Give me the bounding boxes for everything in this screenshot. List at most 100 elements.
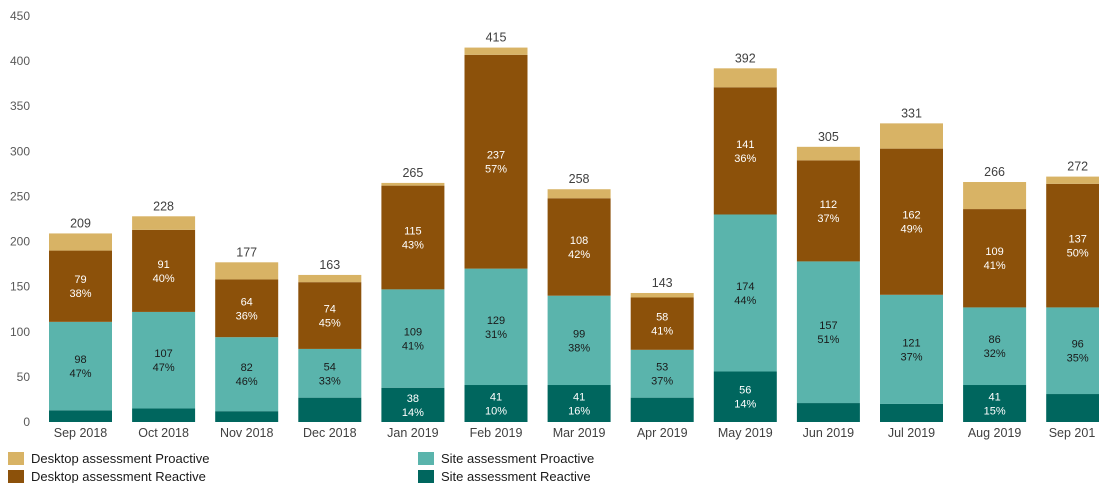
segment-value-label: 115 xyxy=(404,225,422,237)
segment-value-label: 91 xyxy=(157,259,169,271)
segment-value-label: 64 xyxy=(241,296,253,308)
bar-segment-desktop-assessment-proactive xyxy=(547,189,611,199)
bar-total-label: 272 xyxy=(1067,160,1088,174)
segment-value-label: 112 xyxy=(820,199,838,211)
bar-segment-site-assessment-reactive xyxy=(630,397,694,422)
bar-segment-site-assessment-proactive xyxy=(630,349,694,398)
legend-swatch xyxy=(418,470,434,483)
segment-value-label: 141 xyxy=(736,139,754,151)
segment-value-label: 109 xyxy=(404,327,422,339)
y-tick-label: 300 xyxy=(10,144,30,158)
segment-percent-label: 35% xyxy=(1067,353,1089,365)
y-tick-label: 350 xyxy=(10,99,30,113)
bar-segment-site-assessment-reactive xyxy=(1046,394,1099,422)
x-tick-label: Jul 2019 xyxy=(888,426,935,440)
x-tick-label: Jan 2019 xyxy=(387,426,438,440)
x-tick-label: May 2019 xyxy=(718,426,773,440)
segment-percent-label: 41% xyxy=(651,326,673,338)
segment-percent-label: 41% xyxy=(984,260,1006,272)
legend-item: Desktop assessment Reactive xyxy=(8,469,206,483)
segment-percent-label: 37% xyxy=(900,351,922,363)
bar-segment-site-assessment-proactive xyxy=(132,311,196,409)
segment-percent-label: 37% xyxy=(817,213,839,225)
segment-percent-label: 43% xyxy=(402,239,424,251)
y-tick-label: 200 xyxy=(10,235,30,249)
legend: Desktop assessment Proactive Site assessm… xyxy=(8,451,594,483)
segment-value-label: 53 xyxy=(656,362,668,374)
segment-percent-label: 45% xyxy=(319,318,341,330)
legend-swatch xyxy=(8,470,24,483)
bar-segment-site-assessment-reactive xyxy=(298,397,362,422)
bar-stack: 41 16% 99 38% 108 42% 258 xyxy=(547,172,611,422)
y-tick-label: 100 xyxy=(10,325,30,339)
y-tick-label: 250 xyxy=(10,189,30,203)
bar-segment-desktop-assessment-reactive xyxy=(796,160,860,262)
bar-total-label: 331 xyxy=(901,106,922,120)
legend-label: Desktop assessment Proactive xyxy=(31,451,209,466)
segment-value-label: 86 xyxy=(988,334,1000,346)
x-tick-label: Oct 2018 xyxy=(138,426,189,440)
bars-group: 98 47% 79 38% 209 107 47% 91 40% 228 82 46% 64 36% 177… xyxy=(49,31,1099,422)
bar-segment-site-assessment-proactive xyxy=(880,294,943,404)
bar-segment-desktop-assessment-reactive xyxy=(381,185,445,290)
bar-segment-desktop-assessment-proactive xyxy=(880,123,943,149)
bar-segment-desktop-assessment-proactive xyxy=(713,68,777,88)
y-tick-label: 150 xyxy=(10,280,30,294)
segment-value-label: 54 xyxy=(324,361,336,373)
segment-percent-label: 49% xyxy=(900,224,922,236)
x-axis: Sep 2018 Oct 2018 Nov 2018 Dec 2018 Jan 2019… xyxy=(54,426,1096,440)
bar-segment-desktop-assessment-proactive xyxy=(132,216,196,230)
segment-percent-label: 50% xyxy=(1067,248,1089,260)
x-tick-label: Dec 2018 xyxy=(303,426,357,440)
segment-value-label: 137 xyxy=(1069,234,1087,246)
bar-stack: 54 33% 74 45% 163 xyxy=(298,258,362,422)
segment-percent-label: 38% xyxy=(568,342,590,354)
segment-percent-label: 41% xyxy=(402,341,424,353)
segment-percent-label: 10% xyxy=(485,406,507,418)
bar-stack: 121 37% 162 49% 331 xyxy=(880,106,943,422)
segment-percent-label: 31% xyxy=(485,329,507,341)
segment-value-label: 96 xyxy=(1072,339,1084,351)
legend-swatch xyxy=(418,452,434,465)
bar-stack: 82 46% 64 36% 177 xyxy=(215,245,279,422)
bar-segment-desktop-assessment-proactive xyxy=(298,274,362,283)
segment-percent-label: 47% xyxy=(69,368,91,380)
bar-segment-desktop-assessment-reactive xyxy=(880,148,943,295)
y-tick-label: 50 xyxy=(17,370,31,384)
bar-segment-site-assessment-proactive xyxy=(49,321,112,411)
bar-segment-site-assessment-reactive xyxy=(880,403,943,422)
bar-total-label: 163 xyxy=(319,258,340,272)
bar-stack: 56 14% 174 44% 141 36% 392 xyxy=(713,51,777,422)
bar-segment-site-assessment-reactive xyxy=(132,408,196,422)
bar-segment-site-assessment-reactive xyxy=(215,411,279,422)
segment-percent-label: 32% xyxy=(984,348,1006,360)
bar-segment-site-assessment-proactive xyxy=(796,261,860,404)
bar-total-label: 265 xyxy=(402,166,423,180)
segment-value-label: 174 xyxy=(736,281,754,293)
segment-value-label: 58 xyxy=(656,312,668,324)
bar-segment-site-assessment-reactive xyxy=(464,385,528,422)
x-tick-label: Apr 2019 xyxy=(637,426,688,440)
legend-label: Site assessment Proactive xyxy=(441,451,594,466)
y-tick-label: 450 xyxy=(10,9,30,23)
x-tick-label: Aug 2019 xyxy=(968,426,1022,440)
segment-percent-label: 51% xyxy=(817,334,839,346)
segment-percent-label: 37% xyxy=(651,376,673,388)
y-tick-label: 0 xyxy=(23,415,30,429)
segment-percent-label: 40% xyxy=(153,273,175,285)
segment-value-label: 74 xyxy=(324,304,336,316)
x-tick-label: Feb 2019 xyxy=(470,426,523,440)
bar-stack: 98 47% 79 38% 209 xyxy=(49,216,112,422)
segment-value-label: 237 xyxy=(487,150,505,162)
bar-segment-desktop-assessment-reactive xyxy=(298,282,362,349)
segment-percent-label: 14% xyxy=(402,407,424,419)
legend-label: Desktop assessment Reactive xyxy=(31,469,206,483)
bar-segment-desktop-assessment-reactive xyxy=(464,54,528,269)
bar-stack: 157 51% 112 37% 305 xyxy=(796,130,860,422)
bar-segment-site-assessment-proactive xyxy=(298,348,362,398)
bar-segment-desktop-assessment-proactive xyxy=(381,182,445,186)
bar-segment-desktop-assessment-reactive xyxy=(215,279,279,338)
x-tick-label: Sep 2018 xyxy=(54,426,108,440)
bar-segment-desktop-assessment-proactive xyxy=(215,262,279,280)
segment-value-label: 82 xyxy=(241,362,253,374)
